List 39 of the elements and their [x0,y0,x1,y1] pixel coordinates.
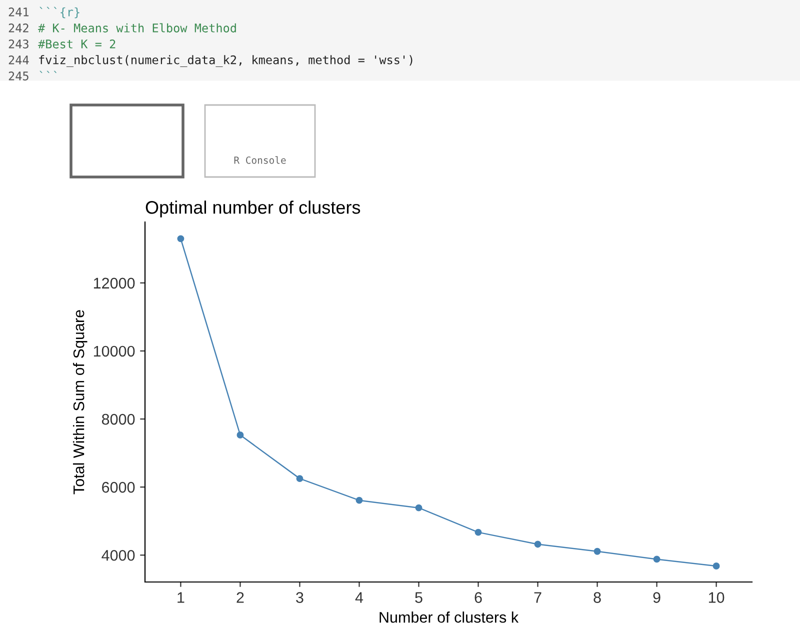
text: R Console [234,156,286,164]
y-axis-title: Total Within Sum of Square [73,310,88,494]
x-axis-title: Number of clusters k [380,612,519,623]
point [653,556,660,563]
text: 241 [8,8,29,16]
x-tick-label: 2 [236,592,244,603]
text: fviz_nbclust(numeric_data_k2, kmeans, method = 'wss') [39,55,412,67]
x-tick-label: 10 [708,592,724,603]
x-tick-label: 5 [415,592,422,603]
y-tick-label: 12000 [94,278,135,289]
text: 242 [8,24,28,32]
point [474,528,482,536]
y-tick-label: 4000 [102,550,135,561]
point [534,540,542,548]
point [296,475,304,482]
y-tick-label: 6000 [102,482,135,493]
point [177,235,184,242]
point [712,562,720,570]
y-tick-label: 10000 [94,346,135,357]
x-tick-label: 4 [355,592,364,603]
x-tick-label: 8 [594,592,601,603]
text: ``` [40,70,57,74]
point [356,496,363,504]
point [415,504,422,512]
x-tick-label: 3 [296,592,304,603]
text: ```{r} [40,6,80,18]
text: # K- Means with Elbow Method [38,23,236,32]
x-tick-label: 7 [534,592,542,603]
chart-title: Optimal number of clusters [146,200,360,218]
text: #Best K = 2 [38,40,116,48]
x-tick-label: 1 [178,592,184,603]
x-tick-label: 9 [653,592,660,603]
text: 245 [8,72,28,80]
text: 244 [8,56,29,64]
y-tick-label: 8000 [102,414,135,425]
x-tick-label: 6 [474,592,482,603]
text: 243 [8,40,28,48]
point [594,548,601,555]
point [236,432,244,438]
